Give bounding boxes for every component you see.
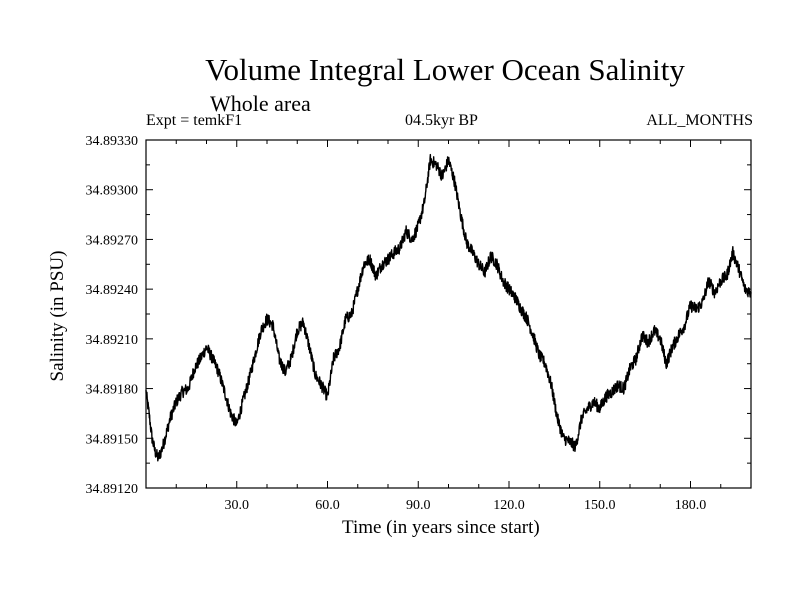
plot-frame [145,139,752,489]
y-tick-label: 34.89240 [86,283,139,298]
x-tick-label: 150.0 [584,498,616,513]
y-tick-label: 34.89120 [86,482,139,497]
x-tick-label: 60.0 [315,498,340,513]
months-label: ALL_MONTHS [646,112,753,129]
series-line-salinity [145,153,752,462]
y-tick-label: 34.89210 [86,333,139,348]
experiment-label: Expt = temkF1 [146,112,243,129]
x-axis-label: Time (in years since start) [342,517,540,538]
y-tick-label: 34.89180 [86,383,139,398]
y-tick-label: 34.89330 [86,134,139,149]
chart-subtitle: Whole area [210,91,311,116]
x-tick-label: 30.0 [225,498,250,513]
series-layer [145,153,752,462]
period-label: 04.5kyr BP [405,112,478,129]
x-tick-label: 180.0 [675,498,707,513]
x-tick-label: 90.0 [406,498,431,513]
label-layer: 30.0 60.0 90.0 120.0 150.0 180.0 34.89120 34.89… [86,134,707,513]
y-tick-label: 34.89300 [86,184,139,199]
x-tick-label: 120.0 [493,498,525,513]
y-tick-label: 34.89270 [86,233,139,248]
chart-title: Volume Integral Lower Ocean Salinity [205,52,685,87]
tick-layer [146,139,751,489]
y-tick-label: 34.89150 [86,432,139,447]
